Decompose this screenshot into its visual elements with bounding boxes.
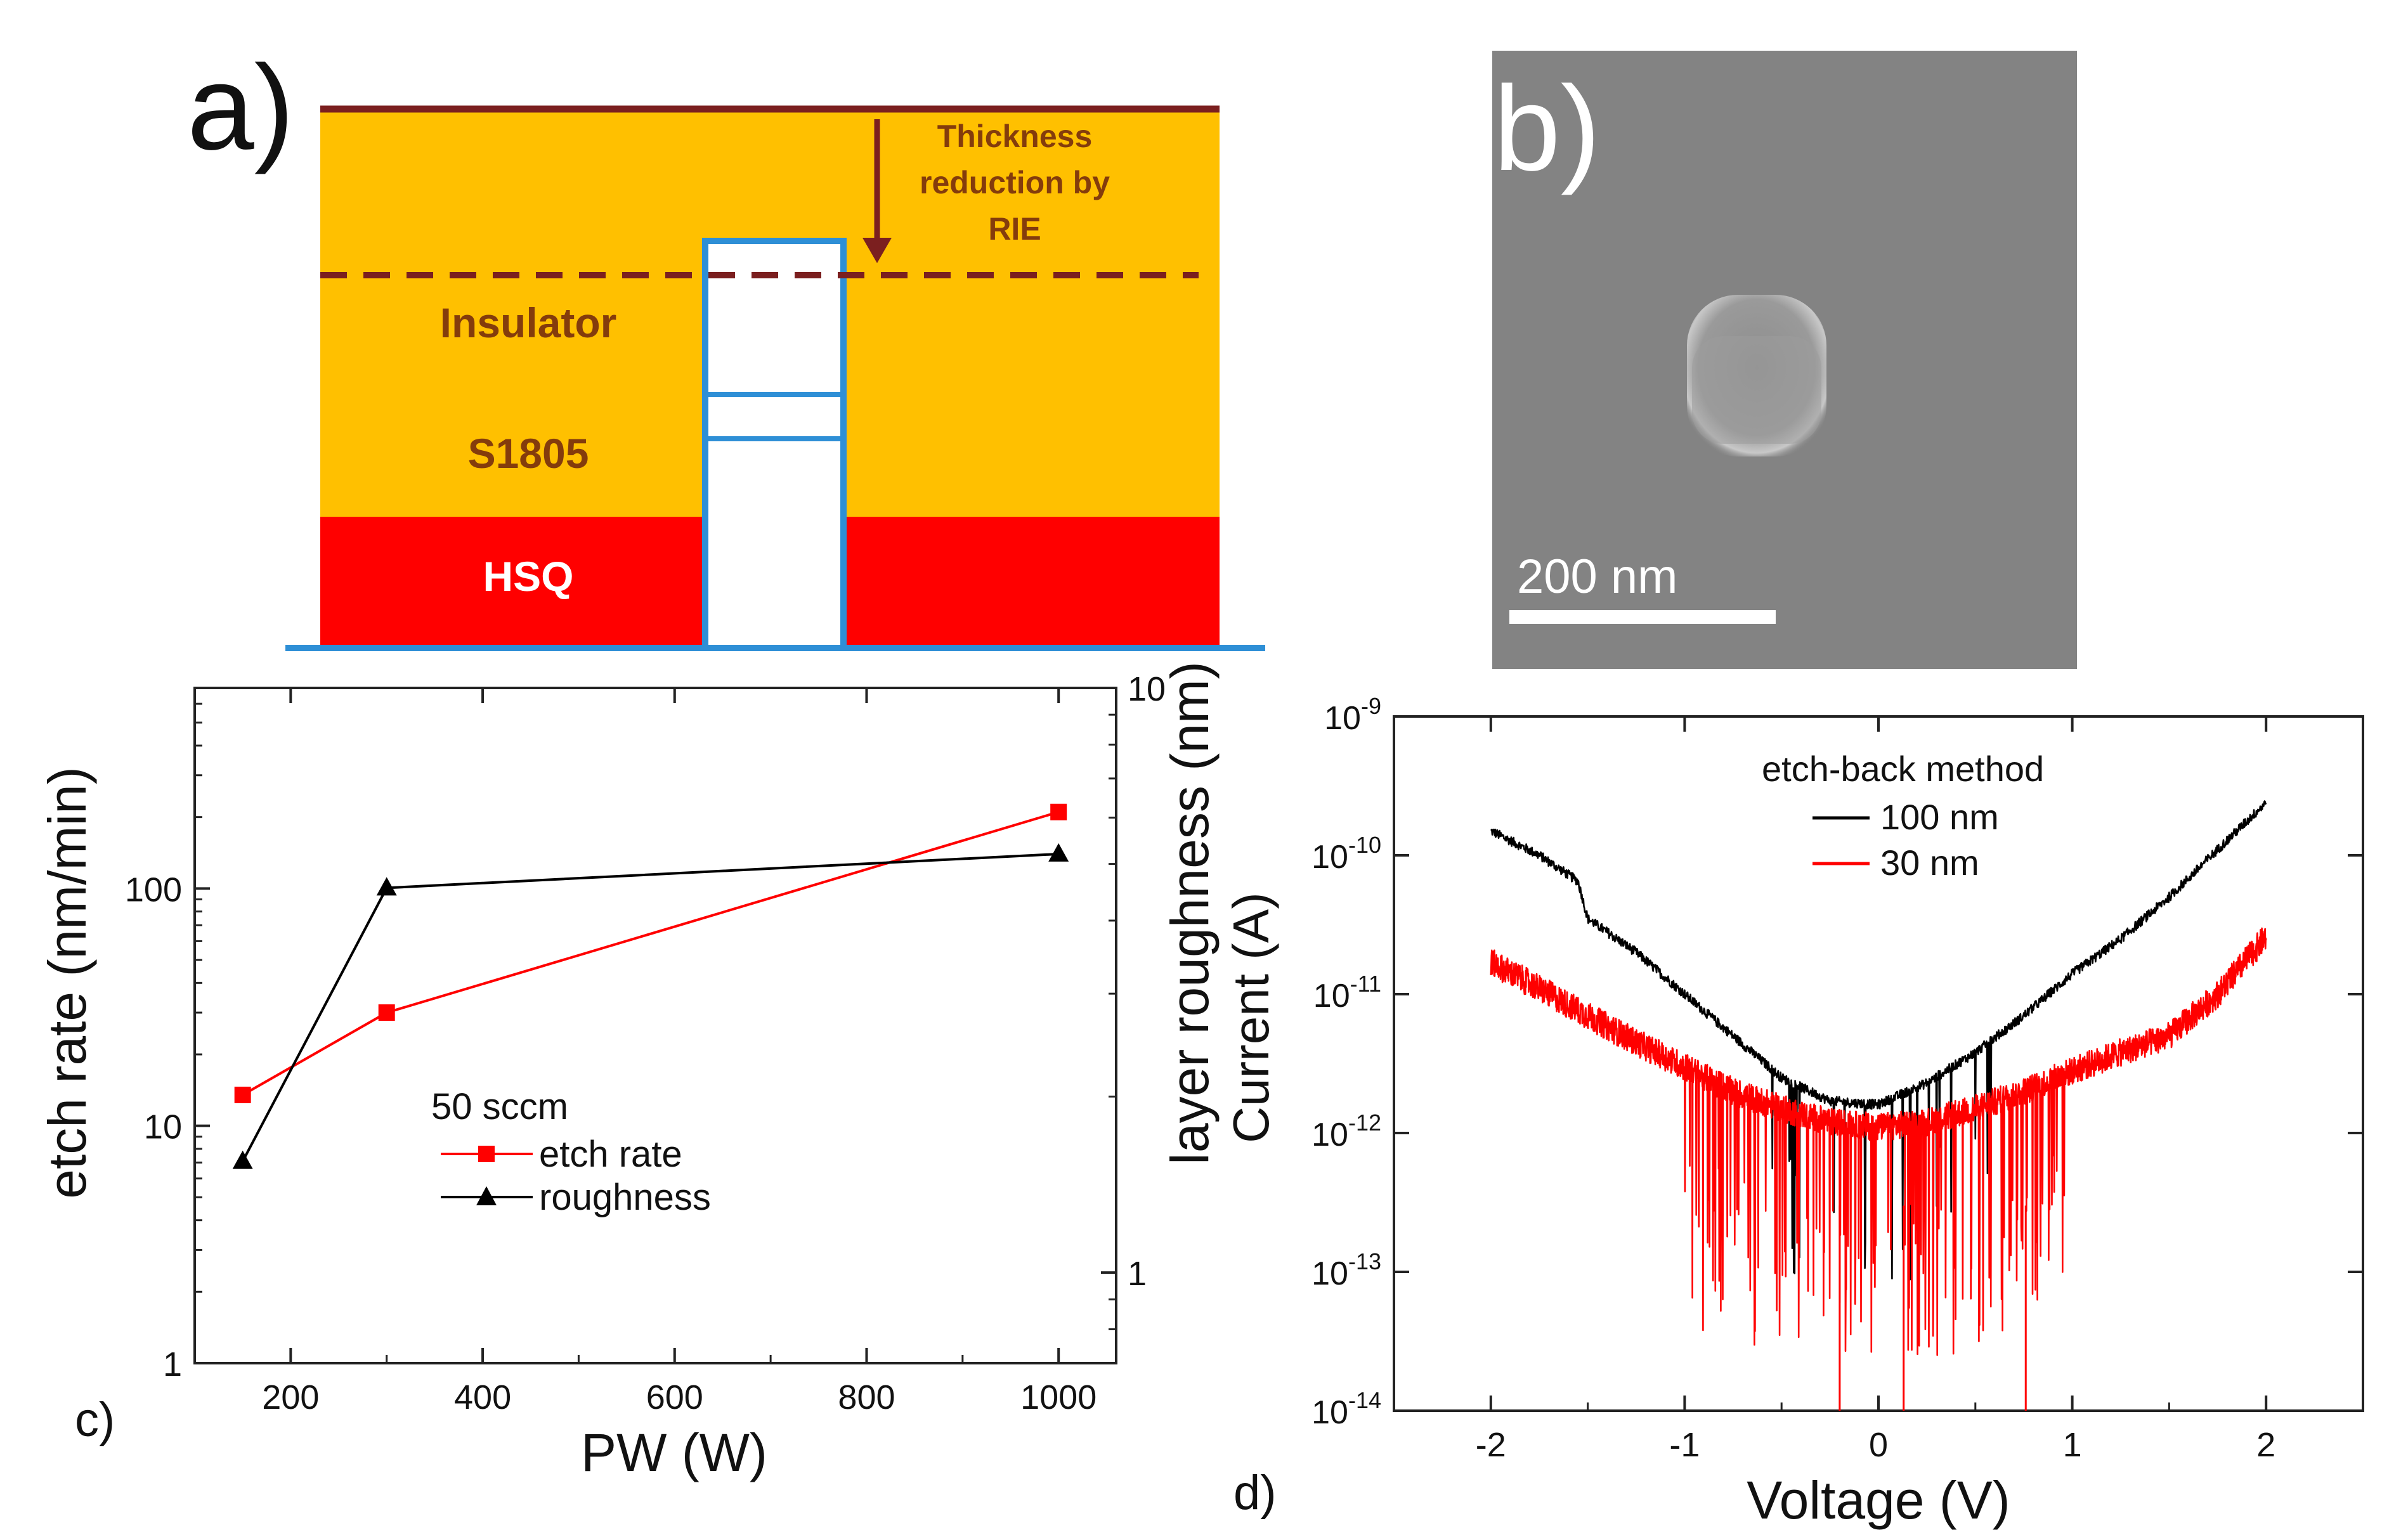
legend-etch-rate-marker (478, 1146, 495, 1162)
plot-d-y-axis-label: Current (A) (1223, 892, 1279, 1143)
plot-c-legend: 50 sccm etch rate roughness (431, 1086, 711, 1218)
legend-roughness-marker (476, 1186, 497, 1205)
plot-c-x-axis-label: PW (W) (581, 1423, 767, 1482)
plot-c-series (232, 803, 1069, 1169)
d-x-tick-label--1: -1 (1669, 1426, 1700, 1464)
plot-d-series (1490, 800, 2267, 1411)
y2-tick-label-1: 1 (1128, 1255, 1147, 1293)
reduction-arrow-head (862, 238, 892, 263)
x-tick-label-1000: 1000 (1020, 1378, 1097, 1416)
annotation-line-3: RIE (988, 211, 1041, 247)
legend-roughness-label: roughness (539, 1177, 711, 1218)
panel-b-sem-image: b) 200 nm (1492, 51, 2077, 669)
iv-curve-100nm (1490, 800, 2267, 1281)
panel-c-chart: 200 400 600 800 1000 1 10 100 1 10 PW (W) etch … (37, 661, 1220, 1482)
panel-b-label: b) (1494, 62, 1601, 196)
plot-d-legend: etch-back method 100 nm 30 nm (1762, 749, 2044, 883)
y-tick-label-1: 1 (163, 1345, 182, 1383)
roughness-point (1048, 843, 1069, 862)
panel-a-label: a) (187, 41, 294, 175)
etch-rate-point (1050, 803, 1067, 820)
plot-d-x-axis-label: Voltage (V) (1747, 1470, 2010, 1530)
d-x-tick-label--2: -2 (1476, 1426, 1506, 1464)
pillar-outline (702, 238, 847, 647)
legend-100nm-label: 100 nm (1880, 797, 1999, 837)
plot-d-legend-title: etch-back method (1762, 749, 2044, 789)
d-y-tick-label: 10-11 (1313, 971, 1381, 1014)
panel-c-label: c) (75, 1393, 115, 1447)
panel-a-schematic: a) Thickness reduction by RIE Insulator … (187, 41, 1265, 651)
layer-label-s1805: S1805 (468, 430, 589, 477)
sem-pillar-shade (1692, 336, 1821, 444)
d-x-tick-label-0: 0 (1869, 1426, 1888, 1464)
etch-rate-point (234, 1086, 251, 1103)
etch-rate-point (378, 1004, 395, 1021)
y-tick-label-10: 10 (144, 1108, 182, 1146)
plot-c-y2-axis-label: layer roughness (nm) (1160, 661, 1220, 1165)
plot-d-y-ticks: 10-14 10-13 10-12 10-11 10-10 10-9 (1311, 693, 2363, 1431)
legend-30nm-label: 30 nm (1880, 843, 1979, 883)
legend-etch-rate-label: etch rate (539, 1134, 682, 1175)
x-tick-label-400: 400 (454, 1378, 511, 1416)
panel-d-label: d) (1233, 1466, 1277, 1520)
layer-label-hsq: HSQ (483, 553, 573, 600)
plot-c-legend-title: 50 sccm (431, 1086, 568, 1127)
plot-c-x-ticks: 200 400 600 800 1000 (262, 688, 1097, 1416)
plot-c-y-ticks: 1 10 100 (125, 687, 210, 1383)
y2-tick-label-10: 10 (1128, 670, 1166, 708)
d-y-tick-label: 10-14 (1311, 1387, 1381, 1431)
d-x-tick-label-1: 1 (2063, 1426, 2082, 1464)
scale-bar (1509, 610, 1776, 624)
d-x-tick-label-2: 2 (2256, 1426, 2275, 1464)
plot-d-x-ticks: -2 -1 0 1 2 (1393, 716, 2364, 1464)
annotation-line-1: Thickness (937, 119, 1093, 154)
plot-d-frame (1393, 715, 2364, 1412)
plot-c-y-axis-label: etch rate (nm/min) (37, 767, 97, 1199)
plot-c-frame (193, 687, 1117, 1364)
series-line-roughness (241, 852, 1059, 1162)
d-y-tick-label: 10-12 (1311, 1110, 1381, 1153)
panel-d-chart: -2 -1 0 1 2 10-14 10-13 10-12 10-11 10-10 10-9 Vo… (1223, 693, 2364, 1530)
annotation-line-2: reduction by (920, 165, 1110, 200)
plot-c-y2-ticks: 1 10 (1101, 670, 1166, 1331)
d-y-tick-label: 10-13 (1311, 1248, 1381, 1292)
roughness-point (232, 1150, 253, 1169)
iv-curve-30nm (1490, 927, 2267, 1356)
y-tick-label-100: 100 (125, 871, 182, 909)
series-line-etch-rate (242, 810, 1059, 1096)
d-y-tick-label: 10-10 (1311, 832, 1381, 876)
x-tick-label-800: 800 (838, 1378, 895, 1416)
roughness-point (376, 877, 397, 896)
x-tick-label-200: 200 (262, 1378, 319, 1416)
pillar-body (705, 241, 843, 647)
layer-label-insulator: Insulator (440, 299, 617, 346)
scale-bar-label: 200 nm (1517, 550, 1678, 604)
d-y-tick-label: 10-9 (1324, 693, 1381, 737)
x-tick-label-600: 600 (646, 1378, 703, 1416)
